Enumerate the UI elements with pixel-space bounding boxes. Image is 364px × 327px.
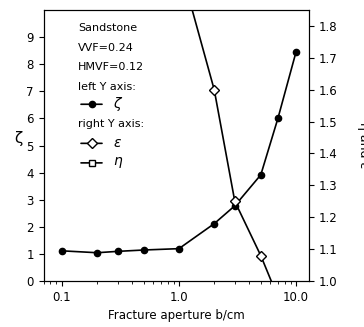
Y-axis label: η and ε: η and ε — [357, 122, 364, 169]
Text: VVF=0.24: VVF=0.24 — [78, 43, 134, 53]
Text: Sandstone: Sandstone — [78, 24, 137, 33]
Text: right Y axis:: right Y axis: — [78, 119, 145, 129]
Text: $\eta$: $\eta$ — [113, 155, 123, 170]
Text: HMVF=0.12: HMVF=0.12 — [78, 62, 145, 73]
Text: $\zeta$: $\zeta$ — [113, 95, 123, 113]
X-axis label: Fracture aperture b/cm: Fracture aperture b/cm — [108, 309, 245, 322]
Text: $\varepsilon$: $\varepsilon$ — [113, 136, 122, 150]
Text: left Y axis:: left Y axis: — [78, 82, 136, 92]
Y-axis label: ζ: ζ — [14, 130, 22, 146]
